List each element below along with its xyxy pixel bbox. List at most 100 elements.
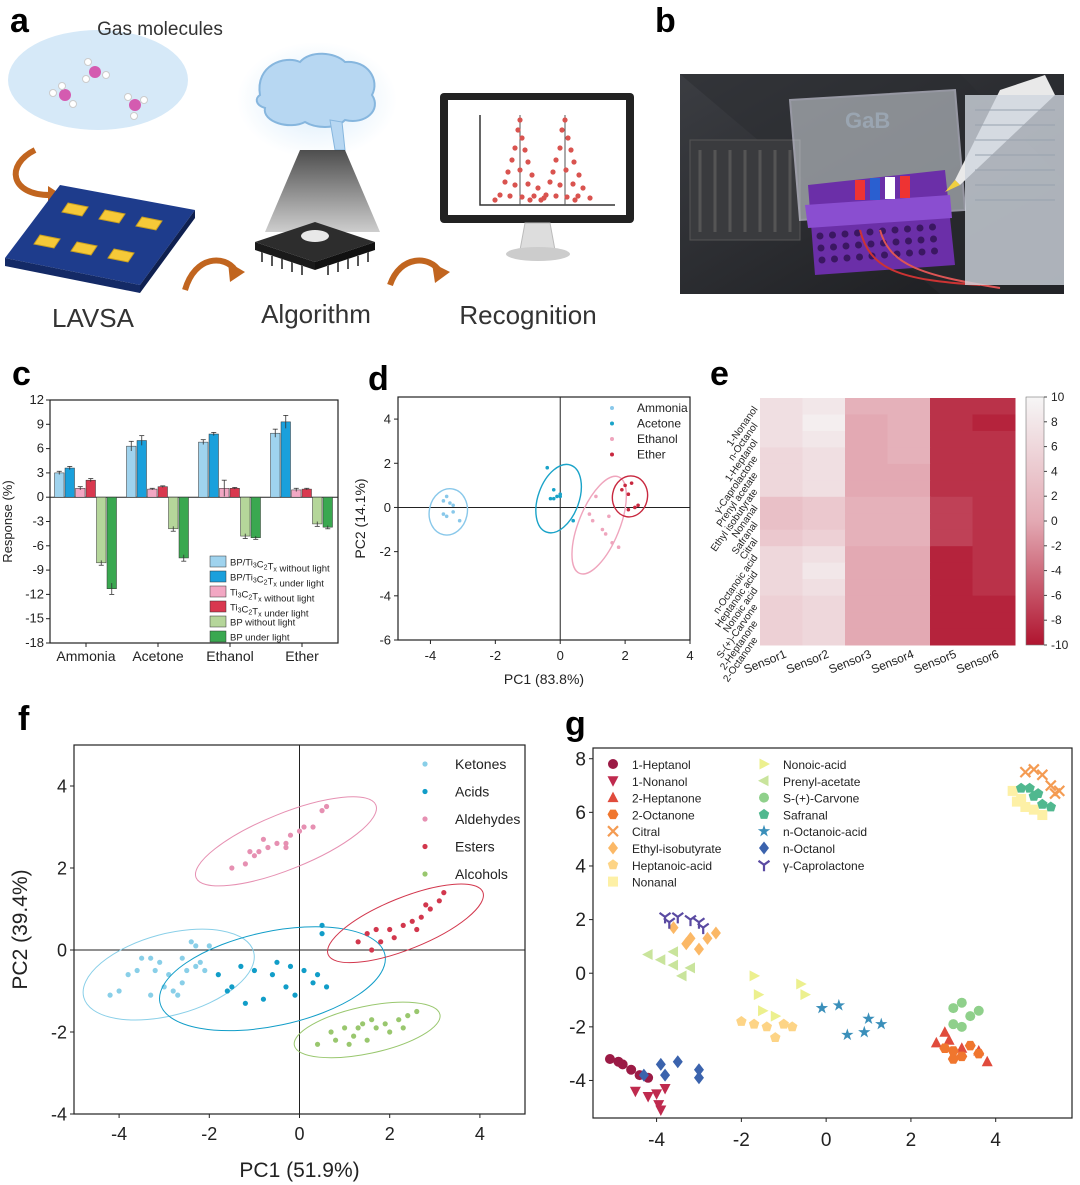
heat-cell	[802, 447, 846, 465]
legend-label: Safranal	[783, 808, 828, 822]
y-axis-label: Response (%)	[0, 480, 15, 562]
legend-label: BP under light	[230, 633, 290, 644]
point-aldehydes	[287, 832, 294, 838]
colorbar-tick-label: 4	[1051, 464, 1058, 478]
bar	[106, 496, 117, 589]
point-heptanoic-acid	[748, 1018, 760, 1029]
panel-a-schematic: Gas molecules LAVSA	[5, 19, 634, 333]
panel-b-photo: GaB	[680, 74, 1064, 294]
point-aldehydes	[283, 840, 289, 847]
point-aldehydes	[265, 844, 271, 851]
ellipse-ether	[611, 475, 649, 518]
colorbar-tick-label: 10	[1051, 390, 1065, 404]
point-ketones	[184, 967, 190, 974]
point-ketones	[179, 955, 185, 961]
heat-cell	[972, 612, 1016, 630]
heat-cell	[972, 430, 1016, 448]
monitor-dot	[575, 193, 581, 199]
point-nonanal	[1028, 804, 1039, 815]
x-tick-label: 2	[621, 648, 628, 663]
monitor-dot	[563, 167, 569, 173]
point-n-octanol	[672, 1055, 683, 1069]
legend-marker	[758, 775, 769, 787]
monitor-dot	[519, 135, 525, 141]
legend-marker	[608, 841, 618, 855]
point-2-heptanone	[956, 1042, 968, 1053]
heat-cell	[887, 529, 931, 547]
rack-hole	[917, 236, 925, 244]
point-prenyl-acetate	[667, 959, 679, 971]
x-tick-label: 0	[821, 1130, 832, 1151]
x-tick-label: -4	[425, 648, 437, 663]
point-safranal	[1024, 782, 1035, 793]
point-alcohols	[400, 1025, 406, 1031]
rack-hole	[830, 243, 837, 251]
x-tick-label: -2	[733, 1130, 750, 1151]
x-category-label: Acetone	[132, 648, 184, 664]
monitor-dot	[525, 159, 531, 165]
y-tick-label: 0	[384, 500, 391, 515]
monitor-dot	[557, 145, 563, 151]
point-acids	[251, 967, 257, 974]
point-ethanol	[590, 518, 595, 523]
heat-cell	[802, 398, 846, 415]
point-esters	[369, 947, 375, 953]
point-γ-caprolactone	[684, 914, 697, 927]
monitor-screen	[965, 95, 1064, 285]
monitor-dot	[525, 181, 531, 187]
point-ketones	[188, 939, 194, 945]
monitor-dot	[527, 197, 533, 203]
heat-cell	[760, 595, 803, 613]
legend-label: Ammonia	[637, 401, 688, 415]
x-category-label: Ether	[285, 648, 319, 664]
legend-label: Nonanal	[632, 876, 677, 890]
legend-marker	[759, 792, 769, 803]
legend-marker	[422, 871, 428, 877]
heat-cell	[972, 463, 1016, 481]
heat-cell	[760, 562, 803, 580]
monitor-dot	[568, 147, 574, 153]
arrow-curve-2	[182, 257, 238, 291]
monitor-dot	[553, 193, 559, 199]
column-label: Sensor6	[954, 647, 1001, 677]
molecule-3	[124, 93, 148, 120]
point-acids	[292, 992, 298, 998]
point-alcohols	[355, 1025, 361, 1031]
legend-label: Aldehydes	[455, 811, 520, 827]
legend-label: Alcohols	[455, 866, 508, 882]
point-aldehydes	[251, 853, 257, 859]
legend-marker	[758, 808, 770, 819]
y-tick-label: 0	[57, 940, 67, 960]
point-n-octanol	[660, 1068, 671, 1082]
legend-marker	[759, 841, 769, 855]
point-acetone	[555, 494, 559, 499]
molecule-1	[49, 82, 77, 108]
x-tick-label: -4	[648, 1130, 665, 1151]
bar	[240, 496, 251, 537]
point-acetone	[548, 496, 553, 501]
point-ammonia	[444, 514, 449, 519]
bar	[322, 496, 333, 528]
legend-label: Acetone	[637, 417, 681, 431]
heat-cell	[972, 414, 1016, 432]
legend-label: n-Octanoic-acid	[783, 825, 867, 839]
point-acids	[260, 996, 267, 1002]
colorbar-tick-label: -2	[1051, 539, 1062, 553]
heat-cell	[972, 513, 1016, 531]
bar	[64, 467, 75, 498]
point-aldehydes	[283, 844, 289, 851]
y-tick-label: -4	[379, 588, 391, 603]
rack-hole	[843, 254, 851, 262]
point-alcohols	[351, 1033, 357, 1039]
point-ketones	[134, 967, 140, 974]
point-acetone	[551, 496, 556, 501]
point-citral	[1053, 785, 1066, 797]
heat-cell	[972, 628, 1016, 646]
legend-label: Ethyl-isobutyrate	[632, 842, 722, 856]
point-1-nonanol	[642, 1092, 654, 1103]
sensor-array-chip	[5, 185, 195, 285]
colorbar-tick-label: 0	[1051, 514, 1058, 528]
heat-cell	[972, 480, 1016, 498]
plot-frame	[592, 747, 1073, 1119]
point-alcohols	[328, 1029, 334, 1035]
